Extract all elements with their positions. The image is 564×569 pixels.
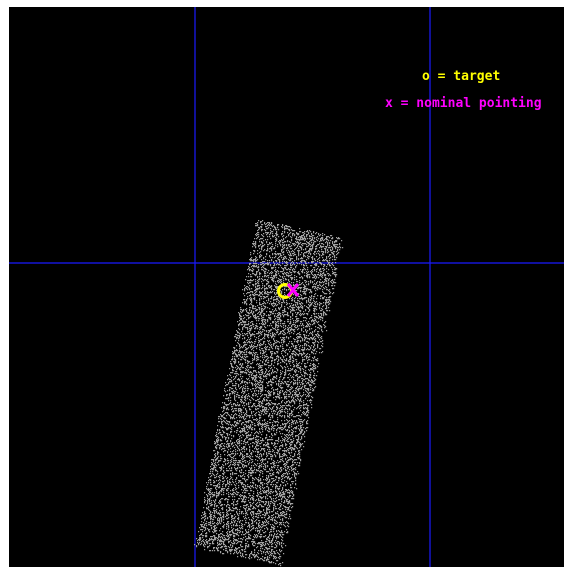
- pointing-plot: [9, 7, 564, 567]
- pointing-plot-frame: o = target x = nominal pointing: [9, 7, 564, 567]
- footprint-pixels: [194, 220, 344, 567]
- nominal-pointing-marker-icon: [286, 283, 300, 297]
- detector-footprint: [194, 220, 344, 567]
- legend-target-label: o = target: [422, 69, 501, 84]
- legend-pointing-label: x = nominal pointing: [385, 96, 542, 111]
